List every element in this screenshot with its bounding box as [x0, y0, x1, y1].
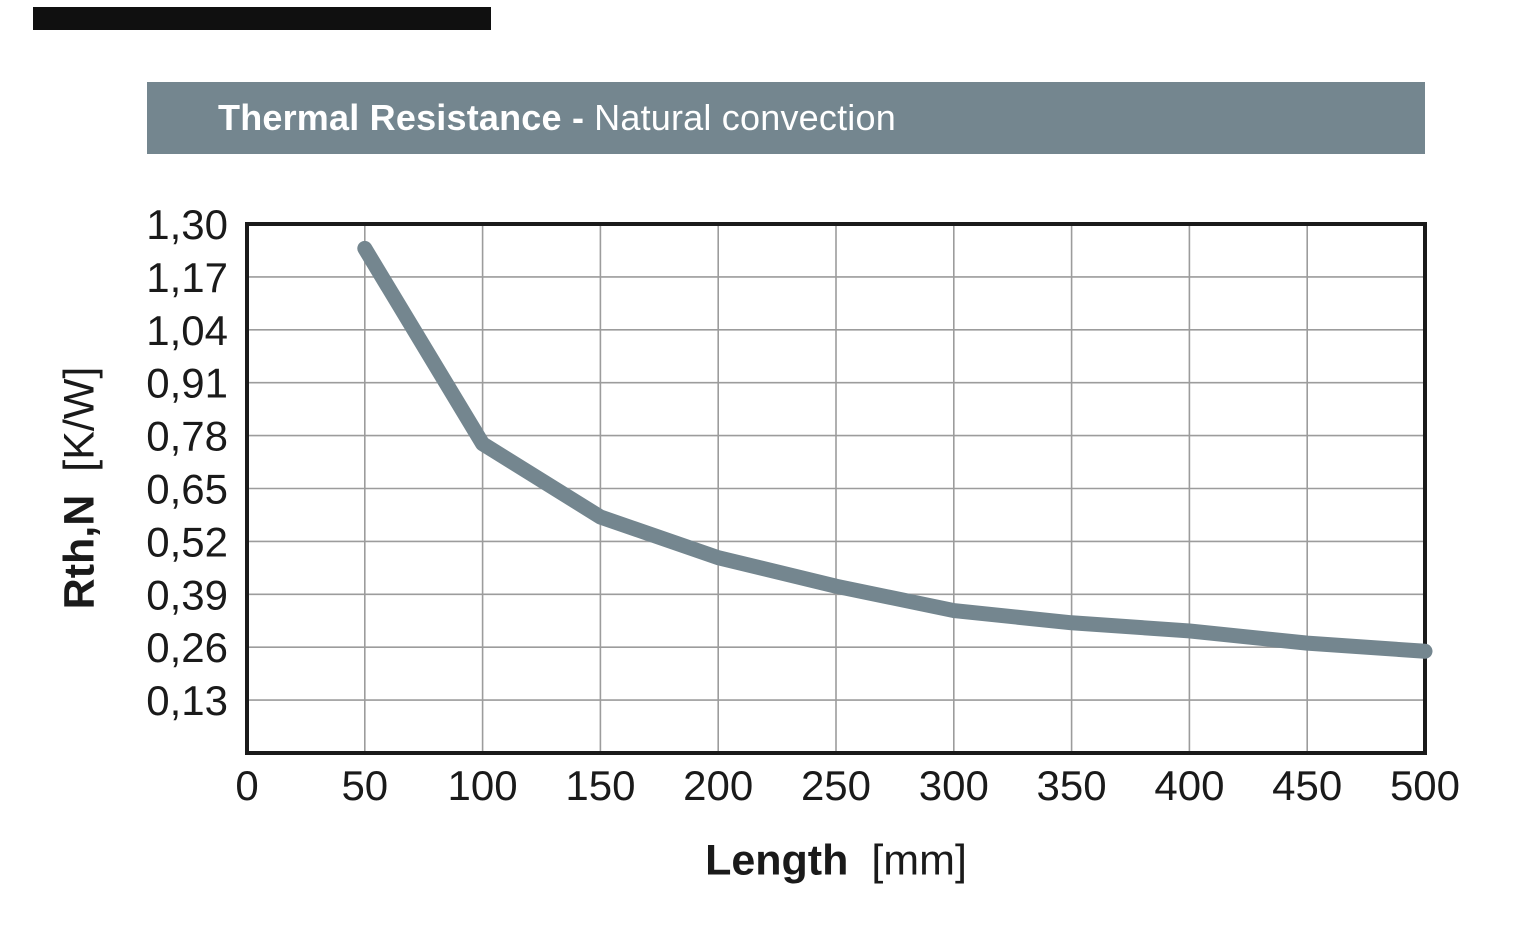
x-tick-label-400: 400	[1154, 762, 1224, 809]
page-header-rule-bar	[33, 7, 491, 30]
y-axis-title-name: Rth,N	[55, 494, 104, 610]
y-tick-label-0,65: 0,65	[146, 466, 228, 513]
x-tick-label-200: 200	[683, 762, 753, 809]
chart-title-sub: Natural convection	[594, 97, 896, 138]
y-axis-title-unit: [K/W]	[55, 366, 104, 472]
y-tick-label-0,91: 0,91	[146, 360, 228, 407]
x-tick-label-100: 100	[448, 762, 518, 809]
x-axis-title: Length [mm]	[705, 837, 967, 886]
x-tick-label-500: 500	[1390, 762, 1460, 809]
x-tick-label-150: 150	[565, 762, 635, 809]
series-line	[357, 240, 1433, 659]
y-tick-label-0,13: 0,13	[146, 677, 228, 724]
y-axis-title: Rth,N [K/W]	[56, 367, 105, 610]
x-tick-label-250: 250	[801, 762, 871, 809]
x-tick-label-50: 50	[341, 762, 388, 809]
x-axis-title-unit: [mm]	[871, 836, 967, 885]
y-tick-label-1,30: 1,30	[146, 201, 228, 248]
y-tick-label-1,17: 1,17	[146, 254, 228, 301]
y-tick-label-0,26: 0,26	[146, 624, 228, 671]
y-tick-label-0,52: 0,52	[146, 518, 228, 565]
x-tick-label-300: 300	[919, 762, 989, 809]
x-tick-label-350: 350	[1037, 762, 1107, 809]
x-tick-label-0: 0	[235, 762, 258, 809]
x-axis-title-name: Length	[705, 836, 849, 885]
x-tick-label-450: 450	[1272, 762, 1342, 809]
y-tick-label-1,04: 1,04	[146, 307, 228, 354]
plot-frame	[245, 222, 1427, 755]
y-tick-label-0,39: 0,39	[146, 571, 228, 618]
chart-title-main: Thermal Resistance -	[218, 97, 585, 138]
chart-title-bar: Thermal Resistance - Natural convection	[147, 82, 1425, 154]
y-tick-label-0,78: 0,78	[146, 413, 228, 460]
